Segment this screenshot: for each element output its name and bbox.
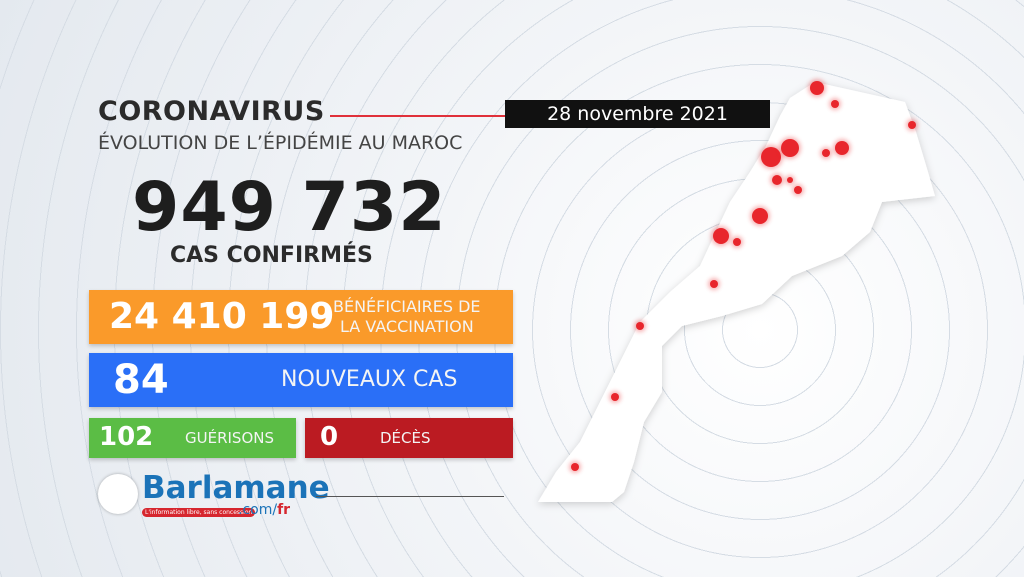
logo-divider xyxy=(316,496,504,497)
new-cases-value: 84 xyxy=(113,357,169,403)
hotspot-dot xyxy=(835,141,849,155)
hotspot-dot xyxy=(772,175,782,185)
logo-tagline: L'information libre, sans concession xyxy=(142,508,256,517)
logo-domain-suffix: fr xyxy=(277,502,291,518)
deaths-value: 0 xyxy=(320,422,339,452)
logo-domain-text: .com/ xyxy=(238,502,278,518)
hotspot-dot xyxy=(810,81,824,95)
confirmed-cases-label: CAS CONFIRMÉS xyxy=(170,243,373,268)
date-badge: 28 novembre 2021 xyxy=(505,100,770,128)
logo-name: Barlamane xyxy=(142,470,330,506)
deaths-label: DÉCÈS xyxy=(380,429,431,447)
recoveries-box: 102 GUÉRISONS xyxy=(89,418,296,458)
new-cases-box: 84 NOUVEAUX CAS xyxy=(89,353,513,407)
title-divider xyxy=(330,115,510,117)
hotspot-dot xyxy=(908,121,916,129)
hotspot-dot xyxy=(636,322,644,330)
confirmed-cases-value: 949 732 xyxy=(132,168,447,247)
title: CORONAVIRUS xyxy=(98,96,325,127)
hotspot-dot xyxy=(831,100,839,108)
vaccination-label-1: BÉNÉFICIAIRES DE xyxy=(333,297,481,316)
recoveries-value: 102 xyxy=(99,422,154,452)
hotspot-dot xyxy=(713,228,729,244)
hotspot-dot xyxy=(611,393,619,401)
logo-domain: .com/fr xyxy=(238,502,290,518)
new-cases-label: NOUVEAUX CAS xyxy=(281,367,458,392)
hotspot-dot xyxy=(794,186,802,194)
hotspot-dot xyxy=(787,177,793,183)
hotspot-dot xyxy=(761,147,781,167)
vaccination-box: 24 410 199 BÉNÉFICIAIRES DE LA VACCINATI… xyxy=(89,290,513,344)
hotspot-dot xyxy=(733,238,741,246)
map-land xyxy=(538,82,935,502)
deaths-box: 0 DÉCÈS xyxy=(305,418,513,458)
hotspot-dot xyxy=(571,463,579,471)
recoveries-label: GUÉRISONS xyxy=(185,429,274,447)
hotspot-dot xyxy=(781,139,799,157)
hotspot-dot xyxy=(822,149,830,157)
vaccination-label-2: LA VACCINATION xyxy=(340,317,474,336)
logo-emblem xyxy=(98,474,138,514)
vaccination-value: 24 410 199 xyxy=(109,296,335,337)
hotspot-dot xyxy=(752,208,768,224)
subtitle: ÉVOLUTION DE L’ÉPIDÉMIE AU MAROC xyxy=(98,132,463,154)
hotspot-dot xyxy=(710,280,718,288)
